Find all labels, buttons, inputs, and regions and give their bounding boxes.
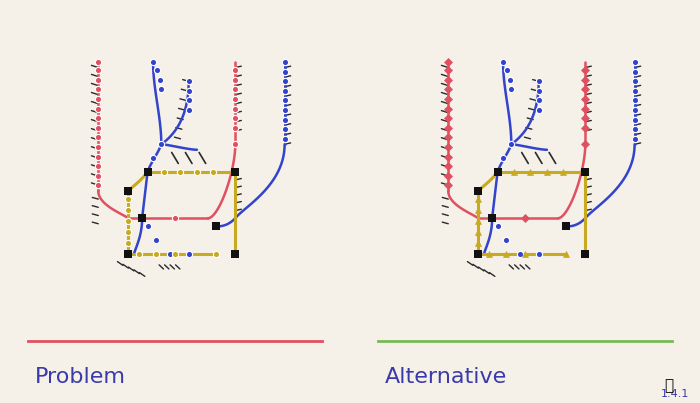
Text: Alternative: Alternative (385, 367, 508, 387)
Text: 🐦: 🐦 (664, 378, 673, 393)
Text: 1.4.1: 1.4.1 (661, 389, 690, 399)
Text: Problem: Problem (35, 367, 126, 387)
